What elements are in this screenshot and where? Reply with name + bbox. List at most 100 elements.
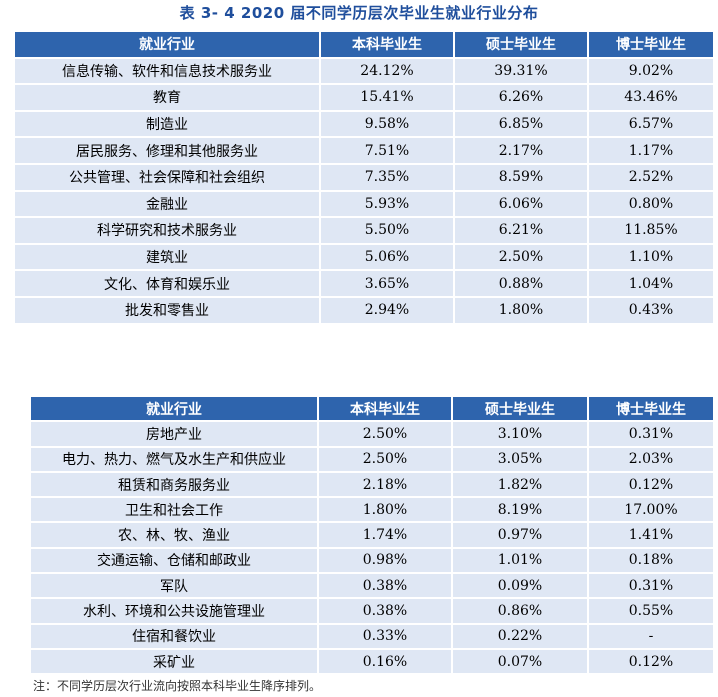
doctor-cell: 6.57% <box>589 111 713 137</box>
industry-cell: 建筑业 <box>15 244 319 270</box>
table-row: 公共管理、社会保障和社会组织 7.35% 8.59% 2.52% <box>15 164 713 190</box>
table-row: 卫生和社会工作 1.80% 8.19% 17.00% <box>31 498 713 522</box>
header-bachelor: 本科毕业生 <box>321 32 453 57</box>
industry-distribution-table-2: 就业行业 本科毕业生 硕士毕业生 博士毕业生 房地产业 2.50% 3.10% 0.3… <box>29 395 715 675</box>
header-master: 硕士毕业生 <box>453 397 587 421</box>
table-row: 农、林、牧、渔业 1.74% 0.97% 1.41% <box>31 523 713 547</box>
master-cell: 6.21% <box>455 218 587 243</box>
master-cell: 0.07% <box>453 649 587 674</box>
master-cell: 8.59% <box>455 164 587 190</box>
doctor-cell: 11.85% <box>589 218 713 243</box>
doctor-cell: 1.17% <box>589 138 713 163</box>
bachelor-cell: 7.35% <box>321 164 453 190</box>
industry-cell: 文化、体育和娱乐业 <box>15 271 319 296</box>
industry-distribution-table-1: 就业行业 本科毕业生 硕士毕业生 博士毕业生 信息传输、软件和信息技术服务业 24… <box>13 30 715 325</box>
bachelor-cell: 0.38% <box>319 599 451 623</box>
doctor-cell: 0.31% <box>589 422 713 446</box>
table-row: 水利、环境和公共设施管理业 0.38% 0.86% 0.55% <box>31 599 713 623</box>
industry-cell: 教育 <box>15 85 319 110</box>
doctor-cell: 2.03% <box>589 447 713 471</box>
doctor-cell: 0.43% <box>589 297 713 323</box>
bachelor-cell: 2.50% <box>319 422 451 446</box>
header-master: 硕士毕业生 <box>455 32 587 57</box>
industry-cell: 农、林、牧、渔业 <box>31 523 317 547</box>
bachelor-cell: 1.80% <box>319 498 451 522</box>
table-row: 交通运输、仓储和邮政业 0.98% 1.01% 0.18% <box>31 548 713 573</box>
master-cell: 2.17% <box>455 138 587 163</box>
table-row: 批发和零售业 2.94% 1.80% 0.43% <box>15 297 713 323</box>
doctor-cell: 43.46% <box>589 85 713 110</box>
master-cell: 6.26% <box>455 85 587 110</box>
industry-cell: 批发和零售业 <box>15 297 319 323</box>
master-cell: 0.09% <box>453 574 587 598</box>
header-doctor: 博士毕业生 <box>589 32 713 57</box>
table-header-row: 就业行业 本科毕业生 硕士毕业生 博士毕业生 <box>31 397 713 421</box>
master-cell: 0.86% <box>453 599 587 623</box>
bachelor-cell: 0.33% <box>319 624 451 648</box>
industry-cell: 制造业 <box>15 111 319 137</box>
bachelor-cell: 15.41% <box>321 85 453 110</box>
master-cell: 1.82% <box>453 472 587 497</box>
footnote: 注：不同学历层次行业流向按照本科毕业生降序排列。 <box>33 679 322 693</box>
doctor-cell: 1.04% <box>589 271 713 296</box>
table-row: 科学研究和技术服务业 5.50% 6.21% 11.85% <box>15 218 713 243</box>
bachelor-cell: 3.65% <box>321 271 453 296</box>
table-row: 房地产业 2.50% 3.10% 0.31% <box>31 422 713 446</box>
industry-cell: 军队 <box>31 574 317 598</box>
industry-cell: 水利、环境和公共设施管理业 <box>31 599 317 623</box>
master-cell: 6.06% <box>455 191 587 217</box>
bachelor-cell: 2.50% <box>319 447 451 471</box>
header-bachelor: 本科毕业生 <box>319 397 451 421</box>
master-cell: 39.31% <box>455 58 587 84</box>
table-body: 信息传输、软件和信息技术服务业 24.12% 39.31% 9.02% 教育 15.41%… <box>15 58 713 323</box>
master-cell: 2.50% <box>455 244 587 270</box>
table-title: 表 3- 4 2020 届不同学历层次毕业生就业行业分布 <box>179 4 539 22</box>
bachelor-cell: 5.93% <box>321 191 453 217</box>
table-row: 租赁和商务服务业 2.18% 1.82% 0.12% <box>31 472 713 497</box>
table-row: 信息传输、软件和信息技术服务业 24.12% 39.31% 9.02% <box>15 58 713 84</box>
table-row: 采矿业 0.16% 0.07% 0.12% <box>31 649 713 674</box>
industry-cell: 信息传输、软件和信息技术服务业 <box>15 58 319 84</box>
bachelor-cell: 0.98% <box>319 548 451 573</box>
industry-cell: 金融业 <box>15 191 319 217</box>
table-row: 文化、体育和娱乐业 3.65% 0.88% 1.04% <box>15 271 713 296</box>
industry-cell: 电力、热力、燃气及水生产和供应业 <box>31 447 317 471</box>
industry-cell: 居民服务、修理和其他服务业 <box>15 138 319 163</box>
master-cell: 3.10% <box>453 422 587 446</box>
doctor-cell: 0.80% <box>589 191 713 217</box>
doctor-cell: 0.18% <box>589 548 713 573</box>
doctor-cell: 0.31% <box>589 574 713 598</box>
bachelor-cell: 0.16% <box>319 649 451 674</box>
doctor-cell: 0.55% <box>589 599 713 623</box>
table-row: 居民服务、修理和其他服务业 7.51% 2.17% 1.17% <box>15 138 713 163</box>
doctor-cell: 0.12% <box>589 472 713 497</box>
master-cell: 0.97% <box>453 523 587 547</box>
bachelor-cell: 1.74% <box>319 523 451 547</box>
header-industry: 就业行业 <box>15 32 319 57</box>
bachelor-cell: 2.18% <box>319 472 451 497</box>
header-doctor: 博士毕业生 <box>589 397 713 421</box>
doctor-cell: 1.10% <box>589 244 713 270</box>
industry-cell: 交通运输、仓储和邮政业 <box>31 548 317 573</box>
master-cell: 6.85% <box>455 111 587 137</box>
bachelor-cell: 9.58% <box>321 111 453 137</box>
bachelor-cell: 5.06% <box>321 244 453 270</box>
doctor-cell: 1.41% <box>589 523 713 547</box>
industry-cell: 采矿业 <box>31 649 317 674</box>
table-header-row: 就业行业 本科毕业生 硕士毕业生 博士毕业生 <box>15 32 713 57</box>
master-cell: 0.88% <box>455 271 587 296</box>
doctor-cell: 2.52% <box>589 164 713 190</box>
table-body: 房地产业 2.50% 3.10% 0.31% 电力、热力、燃气及水生产和供应业 2.50%… <box>31 422 713 674</box>
table-row: 建筑业 5.06% 2.50% 1.10% <box>15 244 713 270</box>
bachelor-cell: 7.51% <box>321 138 453 163</box>
industry-cell: 房地产业 <box>31 422 317 446</box>
doctor-cell: - <box>589 624 713 648</box>
master-cell: 1.80% <box>455 297 587 323</box>
industry-cell: 卫生和社会工作 <box>31 498 317 522</box>
table-row: 教育 15.41% 6.26% 43.46% <box>15 85 713 110</box>
master-cell: 3.05% <box>453 447 587 471</box>
bachelor-cell: 0.38% <box>319 574 451 598</box>
industry-cell: 住宿和餐饮业 <box>31 624 317 648</box>
industry-cell: 租赁和商务服务业 <box>31 472 317 497</box>
industry-cell: 科学研究和技术服务业 <box>15 218 319 243</box>
